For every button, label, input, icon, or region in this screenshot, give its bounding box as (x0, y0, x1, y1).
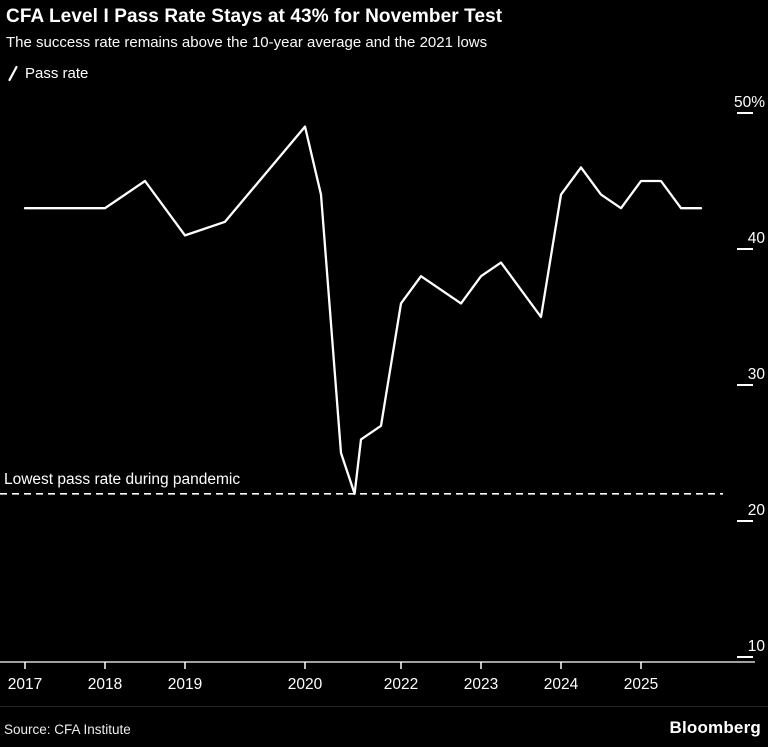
footer-divider (0, 706, 768, 707)
svg-text:2023: 2023 (464, 676, 498, 693)
legend-label: Pass rate (25, 65, 89, 82)
svg-text:40: 40 (748, 230, 766, 247)
svg-text:2025: 2025 (624, 676, 658, 693)
svg-text:2019: 2019 (168, 676, 202, 693)
svg-text:2022: 2022 (384, 676, 418, 693)
legend: Pass rate (7, 65, 88, 82)
y-axis: 50% 40 30 20 10 (734, 94, 766, 658)
source-label: Source: CFA Institute (4, 722, 131, 737)
x-axis: 2017 2018 2019 2020 2022 2023 2024 2025 (0, 661, 755, 693)
svg-text:30: 30 (748, 366, 766, 383)
svg-text:20: 20 (748, 502, 766, 519)
svg-text:10: 10 (748, 638, 766, 655)
chart-header: CFA Level I Pass Rate Stays at 43% for N… (6, 5, 762, 51)
svg-text:2018: 2018 (88, 676, 122, 693)
svg-text:2024: 2024 (544, 676, 579, 693)
bloomberg-logo: Bloomberg (669, 718, 761, 737)
chart-title: CFA Level I Pass Rate Stays at 43% for N… (6, 6, 503, 27)
svg-text:50%: 50% (734, 94, 765, 111)
svg-text:2017: 2017 (8, 676, 42, 693)
chart-subtitle: The success rate remains above the 10-ye… (6, 33, 488, 51)
pass-rate-line (23, 125, 703, 495)
svg-text:2020: 2020 (288, 676, 323, 693)
line-series-icon (8, 65, 18, 82)
